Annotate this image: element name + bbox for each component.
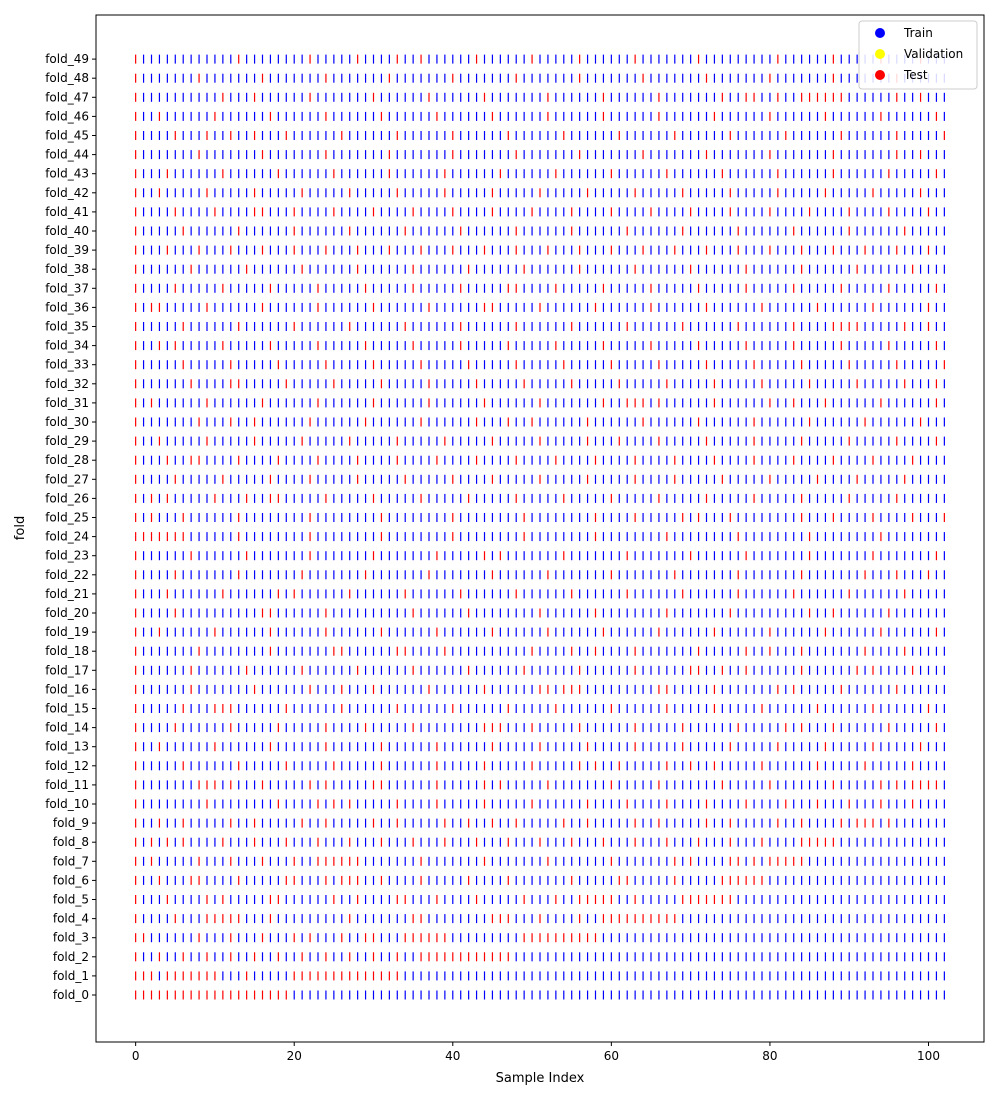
sample-marks (135, 54, 945, 1000)
